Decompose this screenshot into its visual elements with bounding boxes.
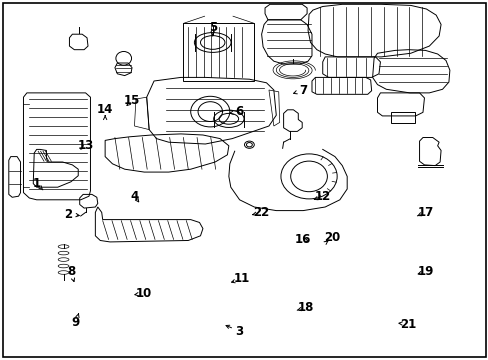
Text: 6: 6 [235,105,243,118]
Text: 11: 11 [233,273,250,285]
Bar [183,23,254,81]
Text: 18: 18 [297,301,313,314]
Text: 16: 16 [294,233,311,246]
Text: 2: 2 [64,208,72,221]
Text: 5: 5 [208,21,216,33]
Text: 13: 13 [77,139,94,152]
Text: 15: 15 [123,94,140,107]
Text: 17: 17 [416,206,433,219]
Text: 3: 3 [235,325,243,338]
Text: 21: 21 [399,318,416,330]
Bar [390,112,414,123]
Text: 19: 19 [416,265,433,278]
Text: 8: 8 [67,265,75,278]
Text: 10: 10 [136,287,152,300]
Text: 9: 9 [72,316,80,329]
Text: 4: 4 [130,190,138,203]
Text: 1: 1 [33,177,41,190]
Text: 20: 20 [324,231,340,244]
Text: 12: 12 [314,190,330,203]
Text: 14: 14 [97,103,113,116]
Text: 7: 7 [299,84,306,96]
Text: 22: 22 [253,206,269,219]
